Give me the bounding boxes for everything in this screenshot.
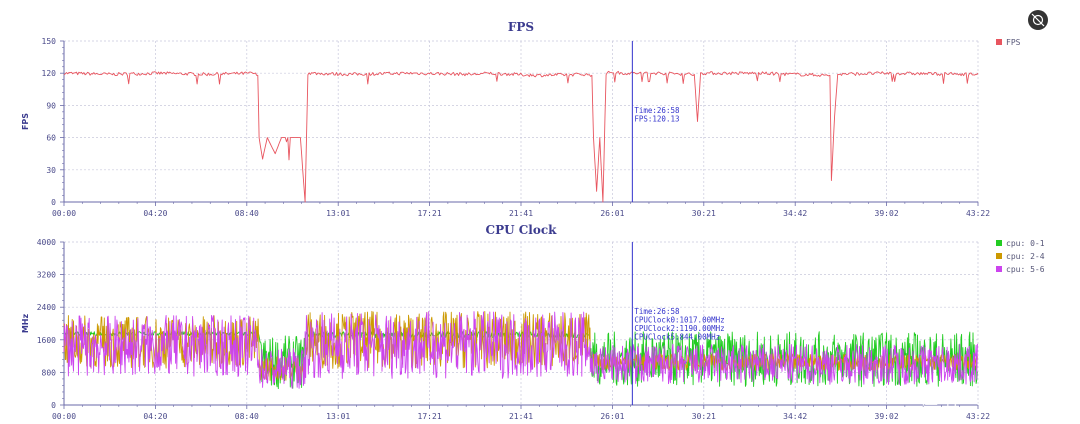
legend-label: cpu: 2-4 <box>1006 252 1045 261</box>
watermark-brand: SMYZ.NET <box>986 397 1067 414</box>
chart-panel-0: FPS 0 30 60 90 120 150 00:00 04:20 08:40 13:01 17:2… <box>21 20 1021 218</box>
x-tick-label: 39:02 <box>875 412 899 421</box>
chart-title: CPU Clock <box>486 223 558 237</box>
y-tick-label: 2400 <box>37 303 56 312</box>
x-tick-label: 00:00 <box>52 209 76 218</box>
x-tick-label: 30:21 <box>692 209 716 218</box>
cursor-tooltip-line: CPUClock2:1190.00MHz <box>634 324 724 333</box>
x-tick-label: 17:21 <box>418 209 442 218</box>
y-tick-label: 0 <box>51 198 56 207</box>
watermark-cn: 值 什么得买 <box>920 388 1016 409</box>
chart-title: FPS <box>508 20 534 34</box>
y-tick-label: 150 <box>42 37 57 46</box>
x-tick-label: 39:02 <box>875 209 899 218</box>
x-tick-label: 13:01 <box>326 412 350 421</box>
y-tick-label: 4000 <box>37 238 56 247</box>
x-tick-label: 04:20 <box>143 412 167 421</box>
y-tick-label: 90 <box>46 101 56 110</box>
x-tick-label: 26:01 <box>600 209 624 218</box>
cursor-tooltip-line: Time:26:58 <box>634 307 680 316</box>
x-tick-label: 21:41 <box>509 412 533 421</box>
cursor-tooltip-line: CPUClock5:844.00MHz <box>634 333 720 342</box>
x-tick-label: 30:21 <box>692 412 716 421</box>
legend-swatch <box>996 266 1002 272</box>
y-tick-label: 30 <box>46 166 56 175</box>
x-tick-label: 08:40 <box>235 412 259 421</box>
x-tick-label: 34:42 <box>783 412 807 421</box>
legend-swatch <box>996 253 1002 259</box>
reset-zoom-icon[interactable] <box>1028 10 1048 30</box>
y-axis-label: FPS <box>21 113 30 130</box>
y-tick-label: 800 <box>42 368 57 377</box>
series-line-cpu-5-6 <box>63 311 978 389</box>
cursor-tooltip-line: Time:26:58 <box>634 106 680 115</box>
reset-zoom-icon-ring <box>1032 14 1044 26</box>
x-tick-label: 13:01 <box>326 209 350 218</box>
y-tick-label: 60 <box>46 134 56 143</box>
x-tick-label: 21:41 <box>509 209 533 218</box>
x-tick-label: 43:22 <box>966 412 990 421</box>
y-tick-label: 0 <box>51 401 56 410</box>
cursor-tooltip-line: FPS:120.13 <box>634 115 679 124</box>
x-tick-label: 43:22 <box>966 209 990 218</box>
y-axis-label: MHz <box>21 314 30 334</box>
x-tick-label: 04:20 <box>143 209 167 218</box>
legend-swatch <box>996 240 1002 246</box>
x-tick-label: 34:42 <box>783 209 807 218</box>
reset-zoom-icon-slash <box>1031 13 1045 27</box>
y-tick-label: 1600 <box>37 336 56 345</box>
series-line-fps <box>63 70 979 203</box>
y-tick-label: 120 <box>42 69 57 78</box>
legend-swatch <box>996 39 1002 45</box>
series-line-cpu-0-1 <box>63 331 978 390</box>
legend-label: cpu: 5-6 <box>1006 265 1045 274</box>
legend-label: cpu: 0-1 <box>1006 239 1045 248</box>
x-tick-label: 26:01 <box>600 412 624 421</box>
y-tick-label: 3200 <box>37 271 56 280</box>
legend-label: FPS <box>1006 38 1021 47</box>
x-tick-label: 00:00 <box>52 412 76 421</box>
cursor-tooltip-line: CPUClock0:1017.00MHz <box>634 316 724 325</box>
x-tick-label: 08:40 <box>235 209 259 218</box>
x-tick-label: 17:21 <box>418 412 442 421</box>
chart-panel-1: CPU Clock 0 800 1600 2400 3200 4000 00:00 04:20 0… <box>21 223 1045 421</box>
